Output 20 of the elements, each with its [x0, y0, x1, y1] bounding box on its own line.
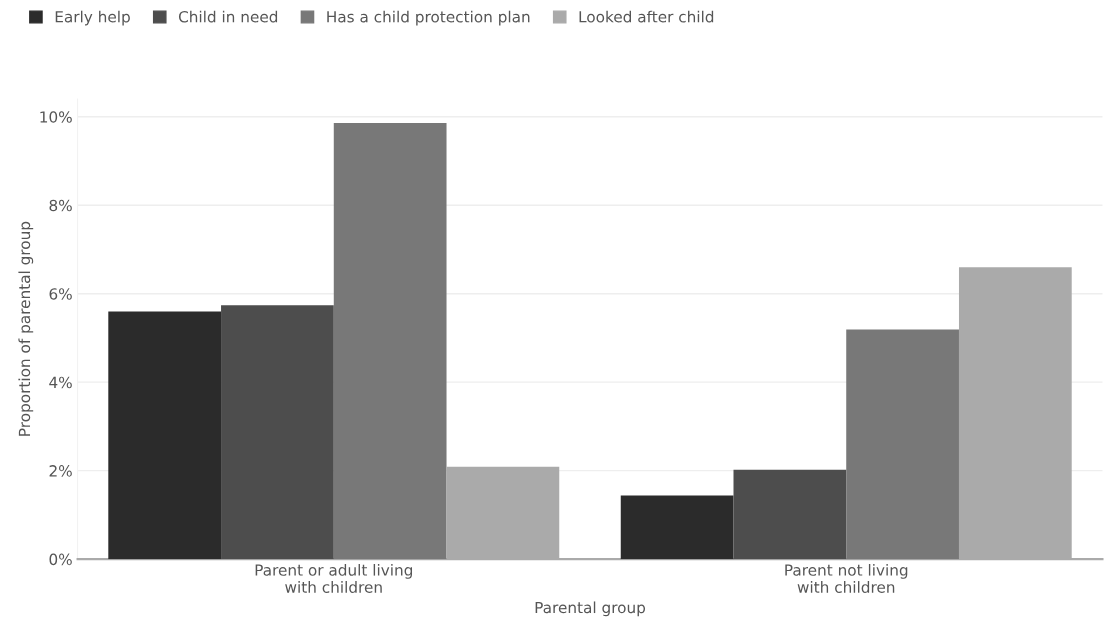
bar	[620, 495, 734, 560]
y-tick-label: 8%	[49, 199, 72, 212]
x-axis-title: Parental group	[535, 601, 646, 617]
bar	[333, 122, 447, 560]
bar	[846, 329, 959, 560]
legend-label: Child in need	[178, 10, 278, 23]
y-tick-label: 2%	[49, 465, 72, 477]
y-tick-label: 6%	[49, 288, 72, 300]
x-tick-label: Parent not living with children	[785, 563, 908, 593]
y-tick-label: 0%	[49, 553, 72, 566]
bar	[733, 469, 847, 560]
y-tick-label: 4%	[49, 376, 72, 389]
y-axis-title: Proportion of parental group	[18, 221, 34, 436]
legend-label: Early help	[55, 10, 130, 26]
legend-label: Has a child protection plan	[327, 10, 530, 26]
bar	[108, 311, 222, 560]
x-tick-label: Parent or adult living with children	[255, 563, 413, 593]
legend-label: Looked after child	[579, 10, 714, 23]
y-tick-label: 10%	[40, 111, 72, 123]
bar	[221, 305, 334, 560]
